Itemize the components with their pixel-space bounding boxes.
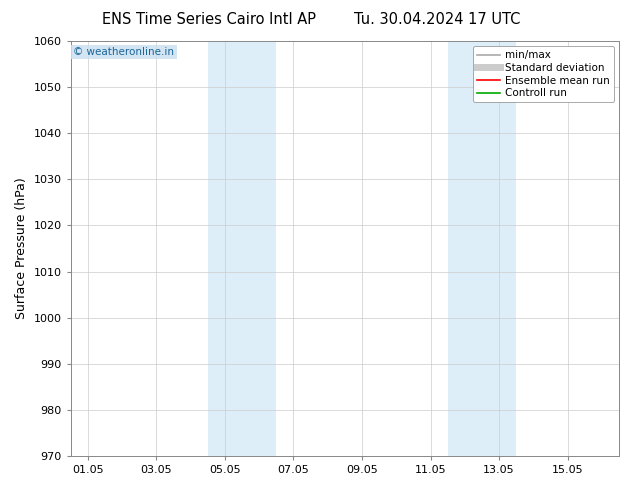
Text: ENS Time Series Cairo Intl AP: ENS Time Series Cairo Intl AP: [102, 12, 316, 27]
Bar: [448, 41, 516, 456]
Bar: [208, 41, 276, 456]
Y-axis label: Surface Pressure (hPa): Surface Pressure (hPa): [15, 178, 28, 319]
Text: Tu. 30.04.2024 17 UTC: Tu. 30.04.2024 17 UTC: [354, 12, 521, 27]
Legend: min/max, Standard deviation, Ensemble mean run, Controll run: min/max, Standard deviation, Ensemble me…: [472, 46, 614, 102]
Text: © weatheronline.in: © weatheronline.in: [74, 47, 174, 57]
